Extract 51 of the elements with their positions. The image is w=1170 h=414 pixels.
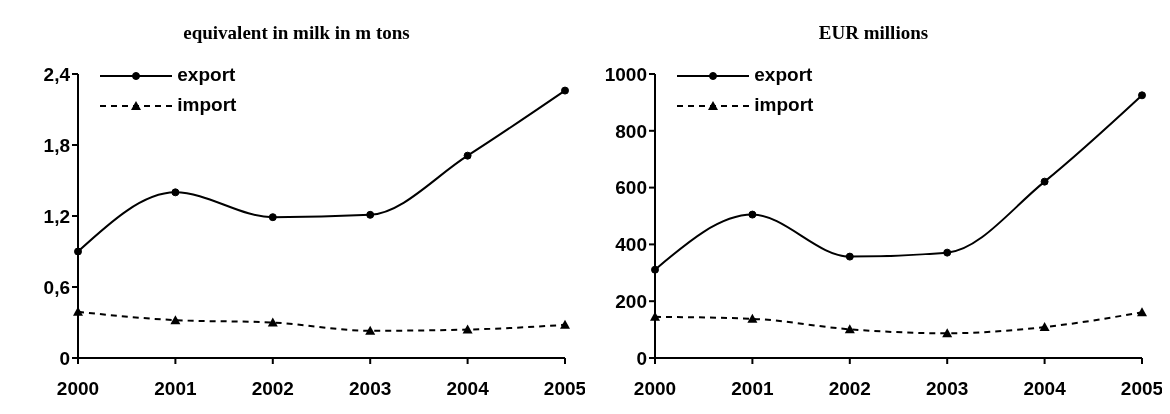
legend-label: import <box>754 94 814 115</box>
legend-label: export <box>754 64 813 85</box>
x-tick-label: 2002 <box>251 378 294 400</box>
point <box>560 319 570 329</box>
x-tick-label: 2003 <box>349 378 392 400</box>
point <box>268 213 277 222</box>
y-tick-label: 0,6 <box>43 276 70 298</box>
chart-title: equivalent in milk in m tons <box>182 21 411 45</box>
y-tick-label: 600 <box>615 177 647 199</box>
y-tick-label: 400 <box>615 234 647 256</box>
legend-label: export <box>177 64 236 85</box>
point <box>845 252 854 261</box>
x-tick-label: 2000 <box>56 378 100 400</box>
point <box>462 324 473 334</box>
point <box>748 210 757 219</box>
point <box>170 315 181 325</box>
x-tick-label: 2001 <box>154 378 197 400</box>
point <box>1138 91 1146 100</box>
point <box>267 317 278 327</box>
point <box>747 313 758 323</box>
point <box>1040 177 1049 186</box>
y-tick-label: 1,8 <box>43 134 70 156</box>
point <box>171 188 180 197</box>
x-tick-label: 2001 <box>731 378 774 400</box>
y-tick-label: 1,2 <box>43 205 70 227</box>
x-tick-label: 2003 <box>926 378 969 400</box>
y-tick-label: 2,4 <box>43 63 71 85</box>
legend-label: import <box>177 94 237 115</box>
x-tick-label: 2004 <box>446 378 490 400</box>
y-tick-label: 1000 <box>604 63 647 85</box>
chart-title: EUR millions <box>817 21 930 45</box>
point <box>942 328 953 338</box>
y-tick-label: 200 <box>615 290 647 312</box>
point <box>1039 322 1050 332</box>
point <box>651 265 659 274</box>
point <box>463 151 472 160</box>
x-tick-label: 2005 <box>543 378 587 400</box>
x-tick-label: 2000 <box>633 378 677 400</box>
point <box>366 210 375 219</box>
point <box>1137 307 1147 317</box>
x-tick-label: 2005 <box>1120 378 1164 400</box>
y-tick-label: 800 <box>615 120 647 142</box>
x-tick-label: 2004 <box>1023 378 1067 400</box>
point <box>844 324 855 334</box>
y-tick-label: 0 <box>636 347 647 369</box>
x-tick-label: 2002 <box>828 378 871 400</box>
y-tick-label: 0 <box>59 347 70 369</box>
point <box>561 86 569 95</box>
point <box>943 248 952 257</box>
point <box>365 325 376 335</box>
point <box>74 247 82 256</box>
